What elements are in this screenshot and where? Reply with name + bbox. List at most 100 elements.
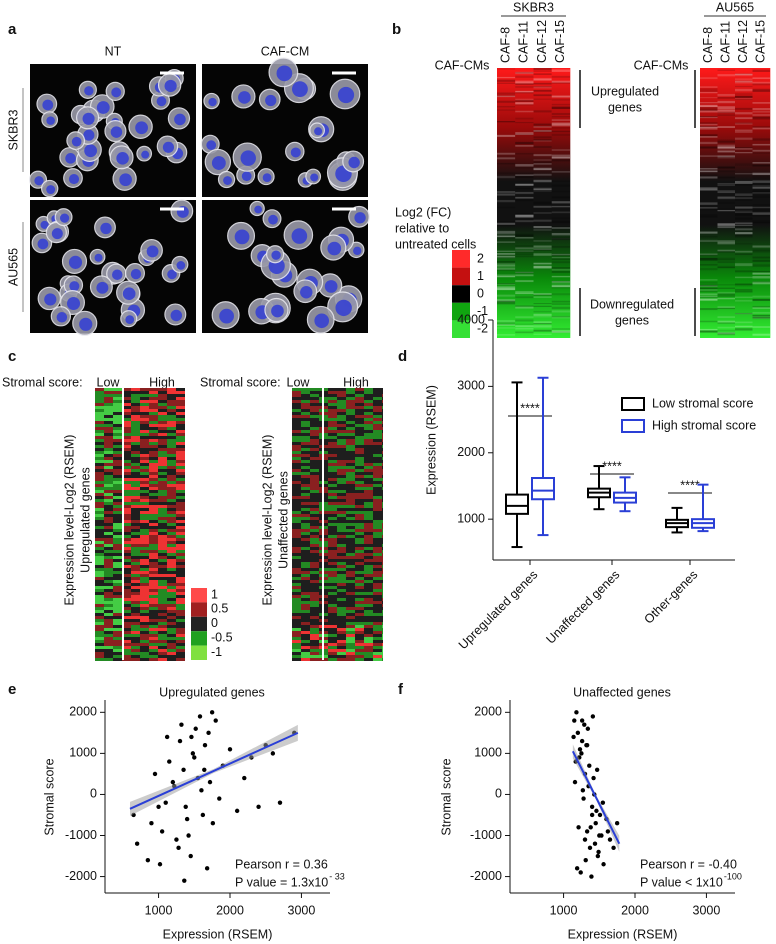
heatmap-noise [497, 260, 516, 263]
heatmap-cell [382, 526, 383, 529]
heatmap-cell [167, 526, 176, 529]
heatmap-cell [113, 388, 122, 391]
heatmap-noise [515, 196, 534, 199]
y-tick-label: 1000 [474, 746, 502, 760]
heatmap-cell [328, 553, 337, 556]
heatmap-noise [700, 232, 718, 234]
nucleus [290, 147, 301, 158]
heatmap-cell [140, 403, 149, 406]
heatmap-cell [167, 640, 176, 643]
heatmap-cell [382, 508, 383, 511]
heatmap-noise [497, 121, 516, 123]
heatmap-cell [328, 427, 337, 430]
heatmap-cell [355, 466, 364, 469]
heatmap-cell [364, 634, 373, 637]
heatmap-cell [140, 418, 149, 421]
heatmap-cell [176, 430, 185, 433]
heatmap-cell [346, 523, 355, 526]
heatmap-cell [346, 616, 355, 619]
heatmap-cell [104, 631, 113, 634]
heatmap-cell [382, 451, 383, 454]
nucleus [125, 315, 135, 325]
heatmap-cell [131, 499, 140, 502]
heatmap-cell [301, 589, 310, 592]
heatmap-cell [167, 490, 176, 493]
heatmap-cell [292, 649, 301, 652]
heatmap-cell [122, 526, 131, 529]
heatmap-cell [328, 424, 337, 427]
heatmap-cell [113, 610, 122, 613]
heatmap-cell [149, 619, 158, 622]
heatmap-noise [515, 110, 534, 113]
heatmap-noise [700, 287, 718, 290]
nucleus [135, 121, 148, 135]
heatmap-cell [373, 556, 382, 559]
heatmap-noise [735, 234, 753, 236]
heatmap-cell [158, 523, 167, 526]
heatmap-cell [364, 487, 373, 490]
heatmap-cell [373, 532, 382, 535]
heatmap-cell [149, 535, 158, 538]
heatmap-cell [104, 553, 113, 556]
heatmap-cell [292, 430, 301, 433]
heatmap-cell [167, 607, 176, 610]
heatmap-cell [328, 451, 337, 454]
heatmap-cell [328, 493, 337, 496]
heatmap-cell [355, 391, 364, 394]
heatmap-cell [310, 607, 319, 610]
heatmap-cell [346, 460, 355, 463]
heatmap-cell [355, 613, 364, 616]
heatmap-noise [717, 69, 735, 71]
heatmap-cell [104, 523, 113, 526]
point [585, 726, 591, 731]
heatmap-cell [113, 490, 122, 493]
heatmap-noise [515, 183, 534, 186]
heatmap-cell [355, 592, 364, 595]
heatmap-noise [497, 299, 516, 301]
heatmap-cell [373, 649, 382, 652]
heatmap-cell [337, 472, 346, 475]
heatmap-noise [735, 85, 753, 87]
heatmap-cell [149, 580, 158, 583]
heatmap-cell [364, 496, 373, 499]
heatmap-cell [346, 406, 355, 409]
heatmap-cell [328, 433, 337, 436]
heatmap-cell [337, 448, 346, 451]
heatmap-noise [700, 170, 718, 172]
heatmap-cell [310, 481, 319, 484]
heatmap-cell [104, 508, 113, 511]
heatmap-cell [301, 541, 310, 544]
heatmap-cell [167, 571, 176, 574]
point [577, 747, 583, 752]
heatmap-cell [122, 424, 131, 427]
heatmap-cell [346, 604, 355, 607]
heatmap-cell [167, 463, 176, 466]
colorbar-block [191, 616, 207, 632]
heatmap-cell [158, 535, 167, 538]
heatmap-cell [337, 397, 346, 400]
heatmap-cell [364, 577, 373, 580]
heatmap-cell [310, 409, 319, 412]
y-tick-label: 1000 [457, 511, 485, 525]
heatmap-column [735, 68, 753, 338]
point [202, 767, 207, 773]
heatmap-cell [337, 589, 346, 592]
heatmap-cell [301, 580, 310, 583]
heatmap-noise [497, 327, 516, 329]
heatmap-noise [515, 214, 534, 218]
heatmap-cell [122, 397, 131, 400]
micrograph [202, 200, 370, 334]
heatmap-cell [337, 607, 346, 610]
heatmap-cell [158, 397, 167, 400]
heatmap-noise [533, 162, 552, 165]
heatmap-cell [158, 502, 167, 505]
heatmap-cell [364, 511, 373, 514]
heatmap-noise [515, 220, 534, 223]
heatmap-cell [167, 499, 176, 502]
heatmap-cell [149, 562, 158, 565]
nucleus [68, 173, 80, 185]
point [177, 738, 183, 744]
heatmap-cell [167, 451, 176, 454]
heatmap-noise [735, 93, 753, 95]
heatmap-cell [355, 511, 364, 514]
